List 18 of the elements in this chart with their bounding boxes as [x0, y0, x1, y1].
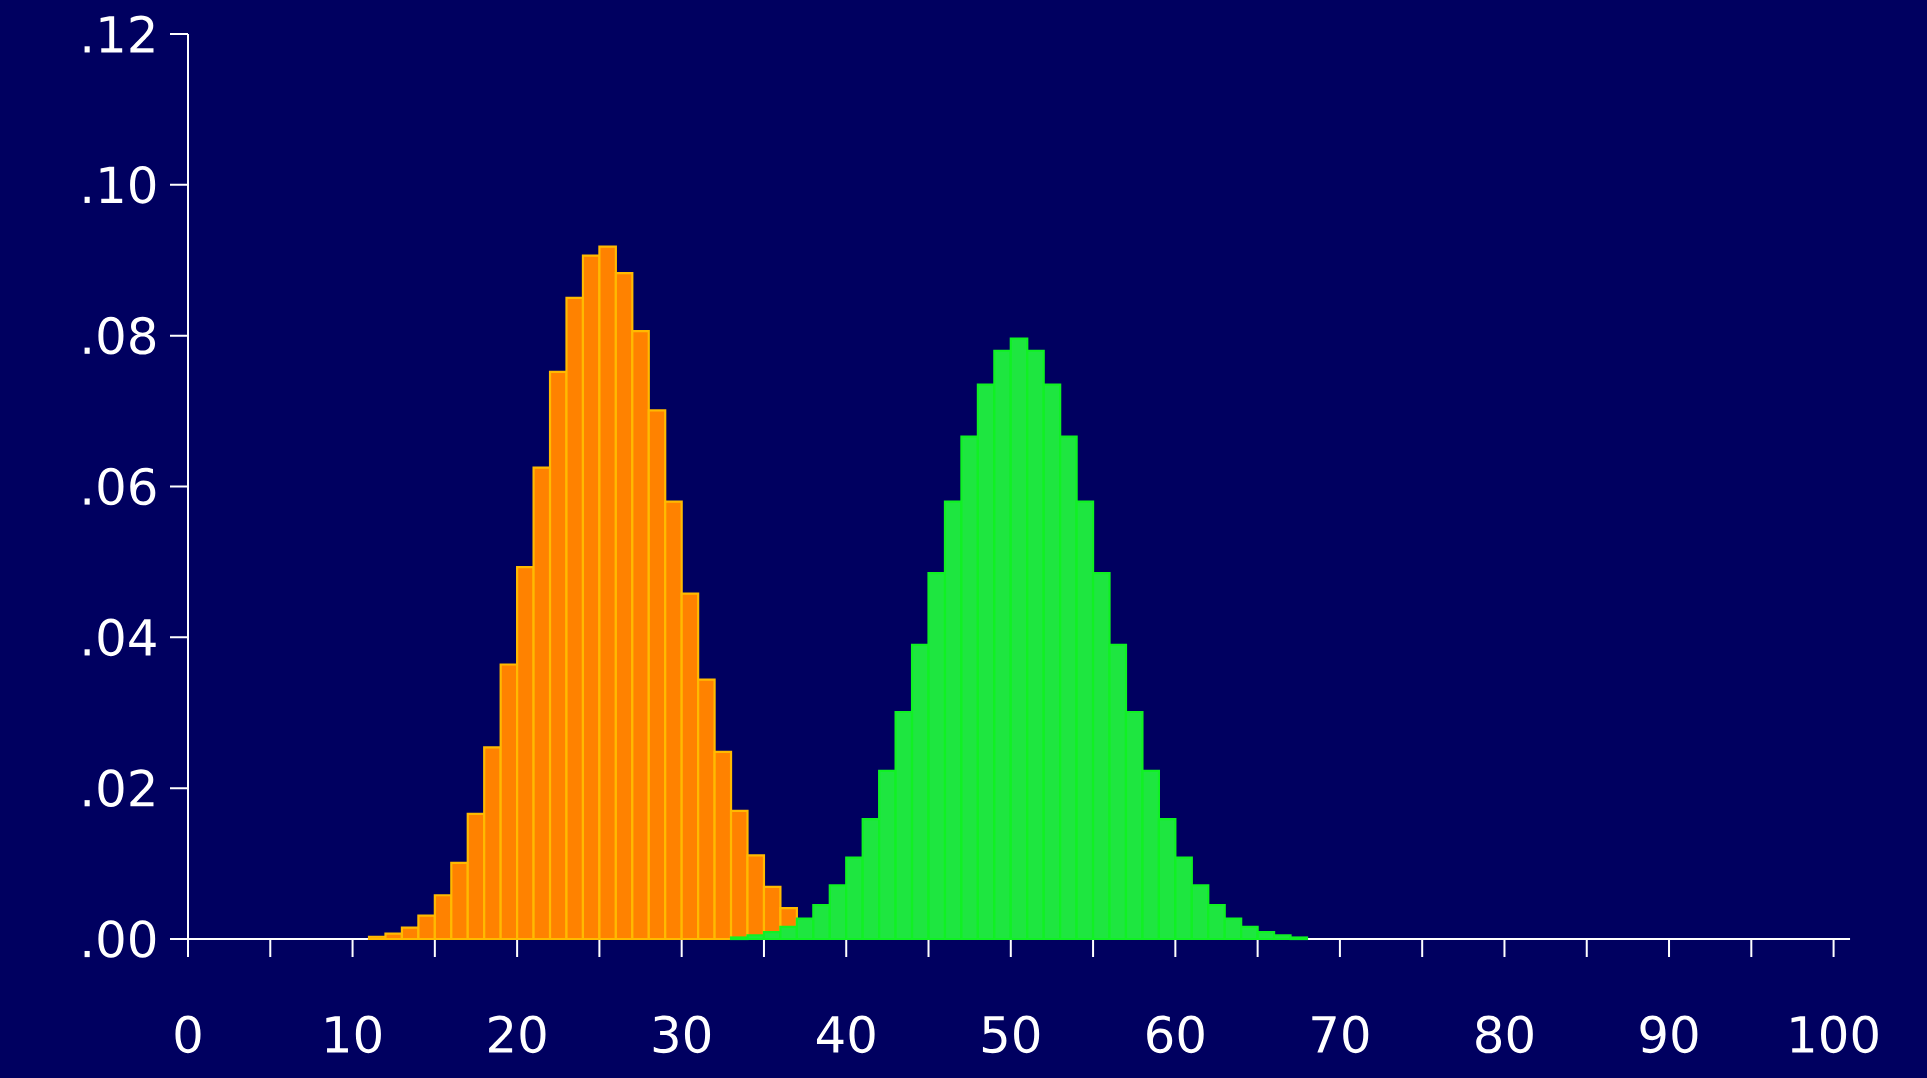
x-tick-label: 100: [1791, 1015, 1878, 1054]
x-tick-label: 40: [816, 1015, 875, 1054]
x-tick-label: 50: [982, 1015, 1040, 1054]
x-tick-label: 70: [1312, 1015, 1369, 1054]
x-tick-label: 20: [489, 1015, 546, 1054]
y-tick-label: .12: [84, 15, 154, 53]
x-tick-label: 60: [1147, 1015, 1204, 1054]
x-tick-label: 30: [653, 1015, 711, 1054]
y-tick-label: .00: [84, 920, 156, 958]
y-tick-label: .08: [84, 316, 156, 355]
x-tick-label: 0: [175, 1015, 201, 1054]
y-tick-label: .02: [84, 769, 154, 807]
y-tick-label: .06: [84, 467, 156, 506]
x-tick-label: 90: [1640, 1015, 1698, 1054]
x-tick-label: 10: [326, 1015, 381, 1054]
y-tick-label: .04: [84, 618, 156, 657]
y-tick-label: .10: [84, 165, 156, 204]
x-tick-label: 80: [1476, 1015, 1533, 1054]
